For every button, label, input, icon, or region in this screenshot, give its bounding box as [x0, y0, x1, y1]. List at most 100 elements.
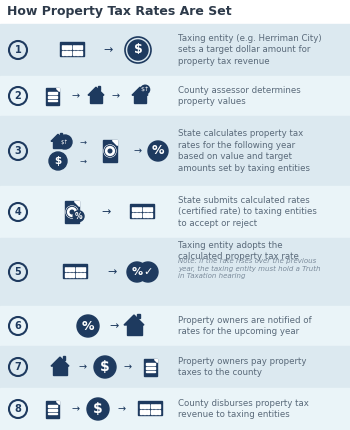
Polygon shape: [75, 201, 79, 206]
Bar: [98, 86, 100, 89]
Polygon shape: [132, 87, 148, 95]
Text: →: →: [118, 404, 126, 414]
Text: Property owners are notified of
rates for the upcoming year: Property owners are notified of rates fo…: [178, 316, 312, 336]
Circle shape: [108, 149, 112, 153]
Text: →: →: [112, 91, 120, 101]
Bar: [53, 366, 67, 375]
Text: $↑: $↑: [61, 139, 69, 145]
Circle shape: [127, 262, 147, 282]
Text: %: %: [152, 144, 164, 157]
Text: State calculates property tax
rates for the following year
based on value and ta: State calculates property tax rates for …: [178, 129, 310, 173]
Bar: [0, 0, 350, 24]
Bar: [150, 213, 152, 217]
Bar: [53, 141, 63, 148]
Text: →: →: [79, 362, 87, 372]
Bar: [132, 207, 134, 211]
Circle shape: [128, 40, 148, 60]
Text: Taxing entity adopts the
calculated property tax rate: Taxing entity adopts the calculated prop…: [178, 241, 299, 261]
Bar: [130, 204, 154, 206]
Text: →: →: [109, 321, 119, 331]
Bar: [130, 206, 154, 218]
Bar: [90, 95, 102, 103]
Bar: [154, 404, 157, 408]
Bar: [150, 404, 153, 408]
Text: County assessor determines
property values: County assessor determines property valu…: [178, 86, 301, 106]
Bar: [140, 410, 142, 414]
Text: 6: 6: [15, 321, 21, 331]
Bar: [126, 325, 141, 335]
Polygon shape: [88, 87, 104, 95]
Bar: [48, 409, 56, 411]
Bar: [140, 404, 142, 408]
Bar: [146, 213, 149, 217]
Bar: [76, 51, 79, 55]
Text: $: $: [93, 402, 103, 416]
Text: →: →: [72, 404, 80, 414]
Bar: [143, 410, 146, 414]
Bar: [60, 133, 62, 136]
Bar: [0, 186, 350, 238]
Bar: [135, 213, 138, 217]
Bar: [68, 267, 71, 271]
Text: $: $: [100, 360, 110, 374]
Circle shape: [70, 210, 74, 214]
Bar: [60, 42, 84, 44]
Text: 5: 5: [15, 267, 21, 277]
Bar: [65, 51, 68, 55]
Circle shape: [104, 145, 116, 157]
Bar: [79, 267, 82, 271]
Bar: [46, 400, 58, 418]
Bar: [48, 100, 56, 101]
Circle shape: [66, 206, 78, 218]
Bar: [65, 267, 67, 271]
Circle shape: [77, 315, 99, 337]
Circle shape: [141, 85, 149, 94]
Polygon shape: [124, 315, 144, 325]
Circle shape: [87, 398, 109, 420]
Circle shape: [138, 262, 158, 282]
Bar: [65, 273, 67, 277]
Bar: [69, 45, 71, 49]
Bar: [63, 356, 65, 360]
Text: %: %: [132, 267, 142, 277]
Bar: [79, 273, 82, 277]
Text: →: →: [101, 207, 111, 217]
Text: 4: 4: [15, 207, 21, 217]
Bar: [135, 207, 138, 211]
Bar: [142, 86, 145, 89]
Bar: [73, 51, 75, 55]
Bar: [143, 213, 145, 217]
Bar: [65, 45, 68, 49]
Circle shape: [148, 141, 168, 161]
Bar: [60, 44, 84, 56]
Bar: [103, 140, 117, 162]
Bar: [0, 116, 350, 186]
Text: State submits calculated rates
(certified rate) to taxing entities
to accept or : State submits calculated rates (certifie…: [178, 196, 317, 228]
Circle shape: [73, 211, 84, 221]
Circle shape: [49, 152, 67, 170]
Bar: [62, 45, 64, 49]
Text: Taxing entity (e.g. Herriman City)
sets a target dollar amount for
property tax : Taxing entity (e.g. Herriman City) sets …: [178, 34, 322, 66]
Bar: [138, 403, 162, 415]
Text: →: →: [103, 45, 113, 55]
Bar: [83, 273, 85, 277]
Text: $: $: [134, 43, 142, 56]
Text: Note: if the rate rises over the previous
year, the taxing entity must hold a Tr: Note: if the rate rises over the previou…: [178, 258, 321, 280]
Bar: [154, 410, 157, 414]
Text: →: →: [107, 267, 117, 277]
Bar: [0, 24, 350, 76]
Bar: [139, 213, 141, 217]
Circle shape: [58, 135, 72, 149]
Bar: [137, 313, 140, 318]
Polygon shape: [154, 359, 156, 362]
Bar: [144, 359, 156, 375]
Bar: [48, 405, 56, 407]
Bar: [150, 410, 153, 414]
Bar: [76, 267, 78, 271]
Bar: [147, 410, 149, 414]
Bar: [48, 92, 56, 94]
Bar: [0, 306, 350, 346]
Bar: [80, 45, 82, 49]
Bar: [158, 404, 160, 408]
Bar: [63, 264, 87, 266]
